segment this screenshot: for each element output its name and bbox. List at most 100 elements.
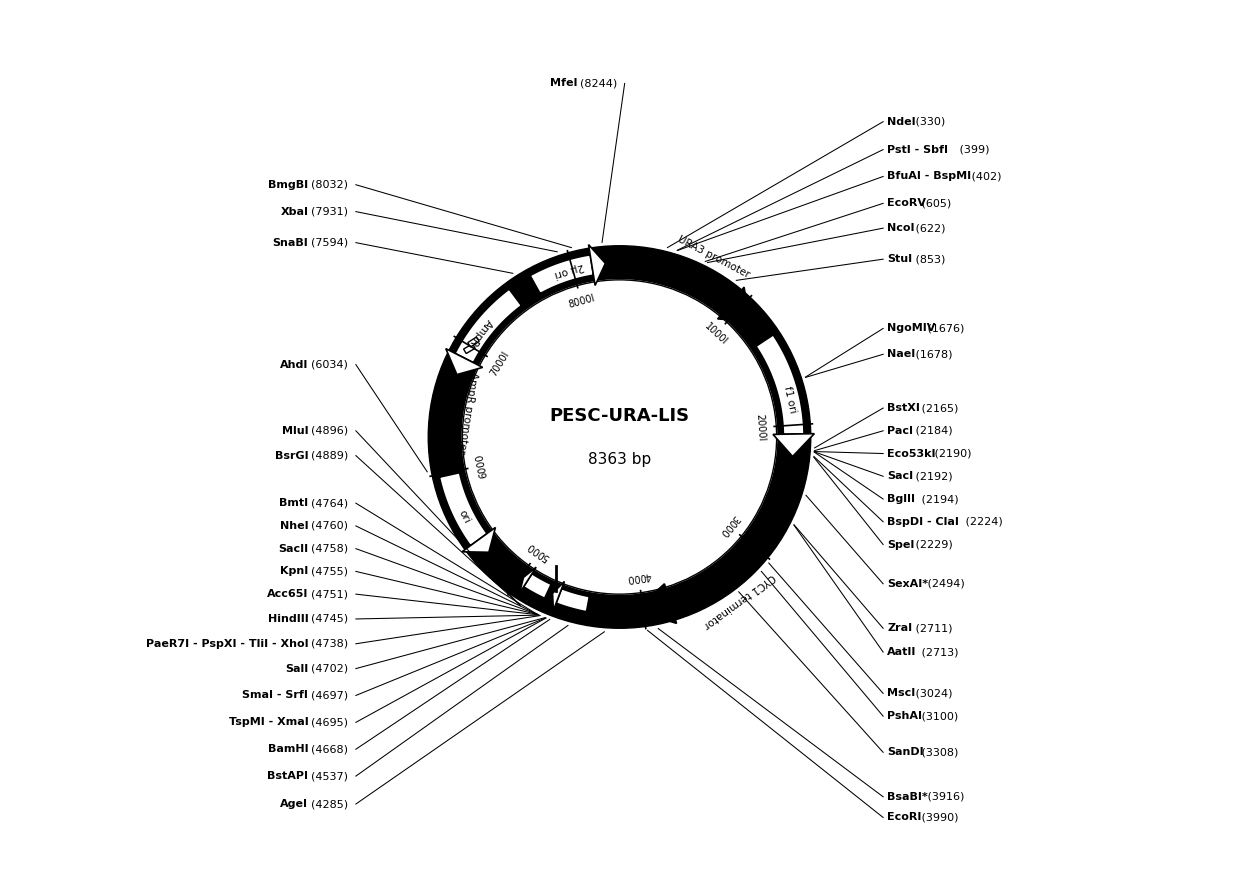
Polygon shape: [524, 573, 551, 599]
Text: (8244): (8244): [580, 79, 621, 88]
Polygon shape: [530, 255, 593, 294]
Text: NdeI: NdeI: [887, 116, 916, 127]
Polygon shape: [636, 584, 676, 623]
Text: BsrGI: BsrGI: [275, 451, 309, 461]
Text: 8000l: 8000l: [567, 293, 596, 310]
Text: (4889): (4889): [311, 451, 352, 461]
Text: NcoI: NcoI: [887, 223, 914, 233]
Text: Eco53kI: Eco53kI: [887, 448, 935, 459]
Text: SalI: SalI: [285, 663, 309, 674]
Text: (4668): (4668): [311, 745, 352, 754]
Text: 5000: 5000: [525, 541, 551, 563]
Text: (3024): (3024): [912, 689, 953, 698]
Polygon shape: [773, 434, 814, 456]
Text: (3916): (3916): [924, 792, 965, 801]
Text: EcoRV: EcoRV: [887, 198, 927, 208]
Text: KpnI: KpnI: [280, 566, 309, 576]
Polygon shape: [717, 288, 750, 321]
Text: (2713): (2713): [918, 647, 959, 657]
Text: SnaBI: SnaBI: [273, 238, 309, 247]
Polygon shape: [626, 253, 737, 311]
Text: (330): (330): [912, 116, 945, 127]
Text: (3100): (3100): [918, 711, 959, 721]
Text: BspDI - ClaI: BspDI - ClaI: [887, 517, 959, 527]
Text: BstAPI: BstAPI: [268, 771, 309, 781]
Text: (4738): (4738): [311, 639, 352, 649]
Text: SexAI*: SexAI*: [887, 579, 928, 589]
Polygon shape: [446, 349, 483, 375]
Text: 1000l: 1000l: [703, 322, 729, 347]
Text: AgeI: AgeI: [280, 799, 309, 809]
Text: (3990): (3990): [918, 813, 959, 822]
Text: (4697): (4697): [311, 690, 352, 700]
Text: MscI: MscI: [887, 689, 916, 698]
Text: f1 ori: f1 ori: [782, 385, 798, 413]
Text: TspMI - XmaI: TspMI - XmaI: [228, 718, 309, 727]
Text: PESC-URA-LIS: PESC-URA-LIS: [549, 407, 690, 426]
Text: (7931): (7931): [311, 206, 352, 217]
Text: (2224): (2224): [961, 517, 1002, 527]
Text: BmgBI: BmgBI: [268, 180, 309, 190]
Polygon shape: [462, 527, 496, 552]
Text: (1676): (1676): [924, 323, 965, 334]
Text: (7594): (7594): [311, 238, 352, 247]
Text: (4537): (4537): [311, 771, 352, 781]
Text: (4760): (4760): [311, 521, 352, 531]
Text: AhdI: AhdI: [280, 359, 309, 370]
Text: (2194): (2194): [918, 494, 959, 504]
Text: SpeI: SpeI: [887, 539, 914, 550]
Text: EcoRI: EcoRI: [887, 813, 922, 822]
Text: URA3 promoter: URA3 promoter: [675, 234, 751, 280]
Text: XbaI: XbaI: [280, 206, 309, 217]
Circle shape: [462, 280, 777, 594]
Text: (2192): (2192): [912, 471, 953, 482]
Text: SanDI: SanDI: [887, 747, 924, 758]
Text: MfeI: MfeI: [550, 79, 577, 88]
Text: AmpR: AmpR: [467, 317, 493, 348]
Text: 8363 bp: 8363 bp: [587, 452, 652, 468]
Text: BmtI: BmtI: [279, 498, 309, 508]
Polygon shape: [556, 589, 590, 612]
Text: 2μ ori: 2μ ori: [554, 261, 585, 280]
Text: 4000: 4000: [626, 570, 652, 583]
Polygon shape: [553, 581, 565, 610]
Text: NgoMIV: NgoMIV: [887, 323, 935, 334]
Text: NaeI: NaeI: [887, 350, 916, 359]
Text: PaeR7I - PspXI - TliI - XhoI: PaeR7I - PspXI - TliI - XhoI: [146, 639, 309, 649]
Text: (622): (622): [912, 223, 945, 233]
Text: (4896): (4896): [311, 426, 352, 436]
Text: (605): (605): [918, 198, 952, 208]
Text: (4755): (4755): [311, 566, 352, 576]
Text: SmaI - SrfI: SmaI - SrfI: [243, 690, 309, 700]
Text: (4758): (4758): [311, 544, 352, 553]
Text: (402): (402): [968, 171, 1001, 182]
Text: BfuAI - BspMI: BfuAI - BspMI: [887, 171, 971, 182]
Polygon shape: [440, 473, 487, 545]
Text: (2184): (2184): [912, 426, 953, 436]
Text: (2165): (2165): [918, 403, 959, 413]
Text: (2229): (2229): [912, 539, 953, 550]
Text: AatII: AatII: [887, 647, 917, 657]
Text: BglII: BglII: [887, 494, 916, 504]
Text: 6000: 6000: [475, 453, 489, 479]
Text: (2711): (2711): [912, 623, 953, 634]
Text: (4285): (4285): [311, 799, 352, 809]
Text: (853): (853): [912, 254, 945, 264]
Text: PstI - SbfI: PstI - SbfI: [887, 144, 948, 155]
Circle shape: [398, 215, 841, 659]
Text: SacI: SacI: [887, 471, 913, 482]
Text: AmpR promoter: AmpR promoter: [456, 371, 479, 454]
Text: PacI: PacI: [887, 426, 913, 436]
Text: CYC1 terminator: CYC1 terminator: [703, 572, 777, 630]
Text: BsaBI*: BsaBI*: [887, 792, 928, 801]
Polygon shape: [668, 496, 792, 614]
Polygon shape: [519, 567, 536, 593]
Text: StuI: StuI: [887, 254, 912, 264]
Text: BamHI: BamHI: [268, 745, 309, 754]
Circle shape: [429, 246, 810, 628]
Text: SacII: SacII: [279, 544, 309, 553]
Text: (1678): (1678): [912, 350, 953, 359]
Text: BstXI: BstXI: [887, 403, 921, 413]
Text: MluI: MluI: [281, 426, 309, 436]
Text: (4764): (4764): [311, 498, 352, 508]
